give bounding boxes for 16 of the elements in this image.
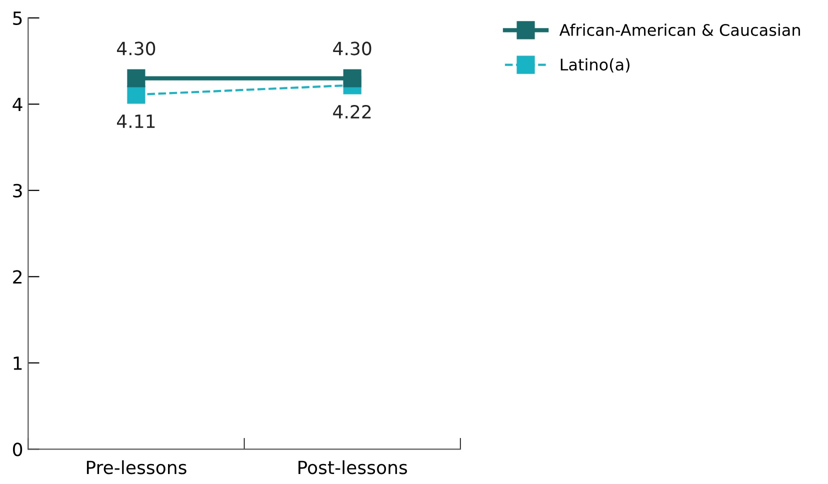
x-tick-label: Post-lessons — [298, 460, 407, 474]
y-tick-label: 3 — [13, 184, 22, 198]
data-label: 4.30 — [116, 42, 156, 56]
y-tick-label: 5 — [13, 12, 22, 26]
legend-label: African-American & Caucasian — [559, 24, 800, 36]
point — [343, 69, 362, 88]
y-tick-label: 4 — [12, 98, 22, 112]
y-tick-label: 1 — [14, 356, 22, 370]
legend-label: Latino(a) — [560, 58, 630, 73]
point — [127, 69, 146, 88]
data-label: 4.30 — [333, 42, 372, 56]
y-tick-label: 0 — [12, 442, 22, 456]
data-label: 4.22 — [333, 104, 371, 118]
y-tick-label: 2 — [13, 270, 22, 284]
data-label: 4.11 — [116, 114, 155, 128]
x-tick-label: Pre-lessons — [86, 460, 186, 474]
